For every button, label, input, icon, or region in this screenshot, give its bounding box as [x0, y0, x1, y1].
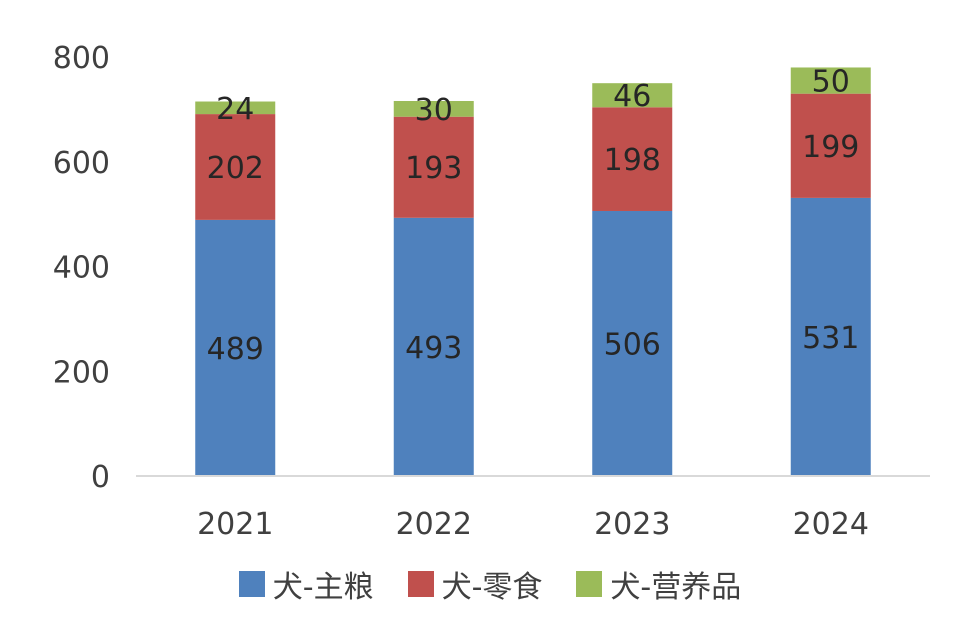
legend-item-snacks: 犬-零食 — [407, 562, 543, 606]
bar-segment — [592, 107, 673, 211]
bar-segment — [393, 116, 474, 218]
legend-label-main-food: 犬-主粮 — [272, 570, 374, 605]
legend-item-supplements: 犬-营养品 — [576, 562, 741, 606]
bar-segment — [393, 217, 474, 476]
data-label: 193 — [405, 151, 462, 186]
data-label: 199 — [802, 130, 859, 165]
y-tick-label: 200 — [53, 355, 110, 390]
data-label: 493 — [405, 331, 462, 366]
x-tick-label: 2021 — [197, 507, 273, 542]
legend: 犬-主粮 犬-零食 犬-营养品 — [0, 562, 980, 606]
bar-segment — [195, 219, 276, 477]
stacked-bar-chart: 0 200 400 600 800 489 202 24 2021 493 193 30 2022 506… — [53, 41, 930, 542]
data-label: 489 — [207, 332, 264, 367]
bar-segment — [393, 100, 474, 117]
bar-segment — [790, 93, 871, 198]
data-label: 202 — [207, 151, 264, 186]
bar-segment — [592, 83, 673, 108]
legend-swatch-snacks — [407, 571, 434, 597]
bar-segment — [195, 114, 276, 220]
data-label: 24 — [216, 92, 254, 127]
legend-label-snacks: 犬-零食 — [441, 570, 543, 605]
y-tick-label: 800 — [53, 41, 110, 76]
bar-segment — [592, 210, 673, 477]
data-label: 50 — [812, 65, 850, 100]
data-label: 46 — [613, 79, 651, 114]
x-tick-label: 2023 — [594, 507, 670, 542]
x-tick-label: 2022 — [396, 507, 472, 542]
data-label: 531 — [802, 321, 859, 356]
bar-segment — [195, 101, 276, 115]
legend-swatch-main-food — [238, 571, 265, 597]
bar-segment — [790, 197, 871, 477]
data-label: 30 — [415, 93, 453, 128]
legend-item-main-food: 犬-主粮 — [238, 562, 374, 606]
y-tick-label: 600 — [53, 146, 110, 181]
legend-swatch-supplements — [576, 571, 603, 597]
data-label: 506 — [604, 327, 661, 362]
legend-label-supplements: 犬-营养品 — [610, 570, 742, 605]
x-tick-label: 2024 — [793, 507, 869, 542]
y-tick-label: 400 — [53, 251, 110, 286]
y-tick-label: 0 — [91, 460, 110, 495]
bar-segment — [790, 67, 871, 94]
data-label: 198 — [604, 143, 661, 178]
